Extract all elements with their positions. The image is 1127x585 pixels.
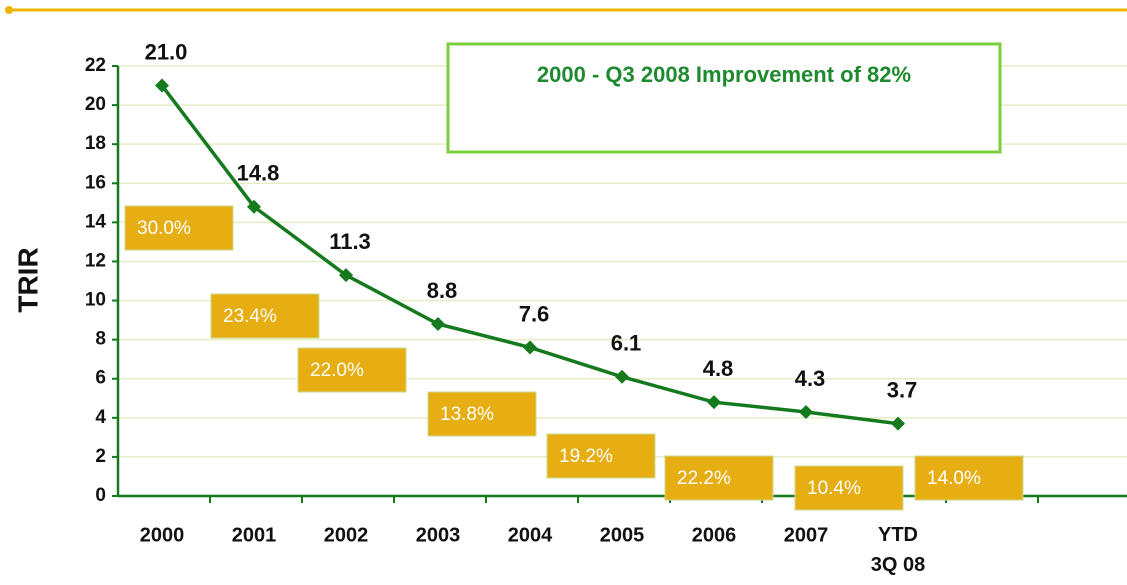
y-tick-label: 2 <box>95 446 106 467</box>
point <box>707 395 721 410</box>
x-tick-label: 2006 <box>692 524 737 546</box>
y-tick-label: 16 <box>85 172 106 193</box>
y-tick-label: 8 <box>95 329 106 350</box>
annotation: 14.0% <box>927 468 981 489</box>
data-label: 21.0 <box>145 39 188 64</box>
y-tick-label: 6 <box>95 368 106 389</box>
data-label: 6.1 <box>611 331 642 356</box>
annotation-box <box>297 347 407 393</box>
callout-box <box>446 42 1002 154</box>
data-label: 4.8 <box>703 356 734 381</box>
data-label: 14.8 <box>237 161 280 186</box>
annotation-box <box>664 455 774 501</box>
point <box>523 340 537 355</box>
point <box>891 416 905 431</box>
annotation-box <box>546 433 656 479</box>
x-tick-label: 2003 <box>416 524 461 546</box>
x-tick-label: 2002 <box>324 524 369 546</box>
x-tick-label: 2000 <box>140 524 185 546</box>
callout: 2000 - Q3 2008 Improvement of 82% <box>537 62 911 87</box>
y-tick-label: 14 <box>85 211 107 232</box>
data-label: 8.8 <box>427 278 458 303</box>
y-axis-label: TRIR <box>12 247 43 312</box>
point <box>247 199 261 214</box>
annotation: 13.8% <box>440 404 494 425</box>
data-label: 7.6 <box>519 301 550 326</box>
annotation-box <box>124 205 234 251</box>
x-tick-label: 2005 <box>600 524 645 546</box>
annotation-box <box>210 293 320 339</box>
annotation-box <box>794 465 904 511</box>
x-tick-label: 2007 <box>784 524 829 546</box>
y-tick-label: 12 <box>85 250 106 271</box>
annotation: 23.4% <box>223 306 277 327</box>
annotation-box <box>427 391 537 437</box>
annotation: 19.2% <box>559 446 613 467</box>
data-label: 3.7 <box>887 377 918 402</box>
point <box>155 78 169 93</box>
y-tick-label: 18 <box>85 133 106 154</box>
x-tick-label: 2001 <box>232 524 277 546</box>
point <box>431 317 445 331</box>
annotation-box <box>914 455 1024 501</box>
y-tick-label: 22 <box>85 55 106 76</box>
y-tick-label: 4 <box>95 407 106 428</box>
point <box>799 404 813 419</box>
point <box>615 369 629 384</box>
x-tick-label: YTD 3Q 08 <box>871 524 925 576</box>
point <box>339 268 353 283</box>
annotation: 10.4% <box>807 478 861 499</box>
y-tick-label: 0 <box>95 485 106 506</box>
data-label: 4.3 <box>795 366 826 391</box>
y-tick-label: 10 <box>85 290 106 311</box>
top-rule-dot <box>5 6 13 14</box>
annotation: 30.0% <box>137 218 191 239</box>
x-tick-label: 2004 <box>508 524 553 546</box>
annotation: 22.2% <box>677 468 731 489</box>
data-label: 11.3 <box>329 229 371 254</box>
y-tick-label: 20 <box>85 94 106 115</box>
annotation: 22.0% <box>310 360 364 381</box>
